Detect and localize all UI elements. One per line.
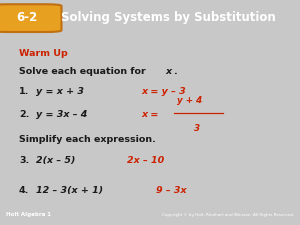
Text: 9 – 3x: 9 – 3x xyxy=(156,186,186,195)
FancyBboxPatch shape xyxy=(0,4,61,32)
Text: Simplify each expression.: Simplify each expression. xyxy=(19,135,156,144)
Text: 2x – 10: 2x – 10 xyxy=(127,156,164,165)
Text: x: x xyxy=(166,68,172,76)
Text: 2(x – 5): 2(x – 5) xyxy=(36,156,75,165)
Text: .: . xyxy=(174,68,178,76)
Text: 1.: 1. xyxy=(19,87,29,96)
Text: x = y – 3: x = y – 3 xyxy=(142,87,186,96)
Text: y = x + 3: y = x + 3 xyxy=(36,87,84,96)
Text: Solve each equation for: Solve each equation for xyxy=(19,68,149,76)
Text: 12 – 3(x + 1): 12 – 3(x + 1) xyxy=(36,186,103,195)
Text: Warm Up: Warm Up xyxy=(19,49,68,58)
Text: Solving Systems by Substitution: Solving Systems by Substitution xyxy=(61,11,275,24)
Text: y + 4: y + 4 xyxy=(177,95,202,104)
Text: 2.: 2. xyxy=(19,110,29,119)
Text: 4.: 4. xyxy=(19,186,29,195)
Text: x =: x = xyxy=(142,110,159,119)
Text: y = 3x – 4: y = 3x – 4 xyxy=(36,110,87,119)
Text: Holt Algebra 1: Holt Algebra 1 xyxy=(6,212,51,217)
Text: 3: 3 xyxy=(194,124,200,133)
Text: 3.: 3. xyxy=(19,156,29,165)
Text: Copyright © by Holt, Rinehart and Winston. All Rights Reserved.: Copyright © by Holt, Rinehart and Winsto… xyxy=(162,213,294,217)
Text: 6-2: 6-2 xyxy=(16,11,38,24)
